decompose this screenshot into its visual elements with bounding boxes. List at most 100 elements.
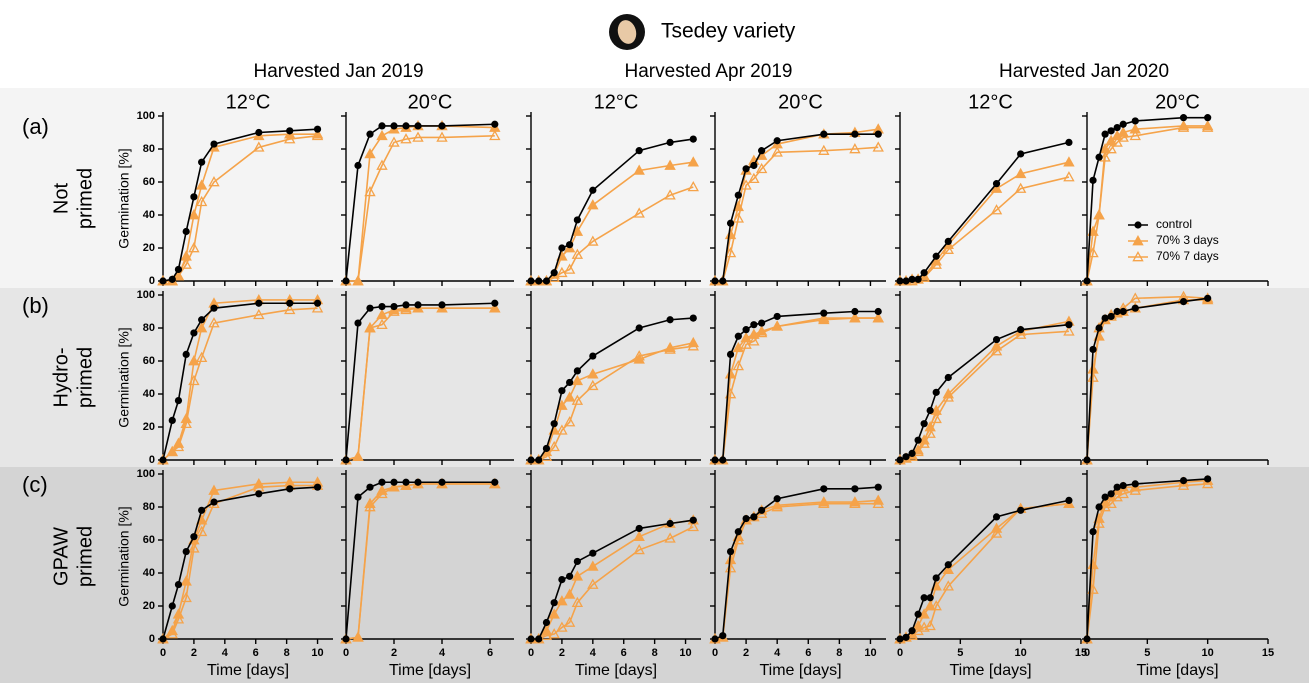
data-point (169, 276, 176, 283)
data-point (527, 277, 534, 284)
data-point (159, 635, 166, 642)
legend-label: 70% 7 days (1156, 249, 1219, 263)
y-tick-label: 60 (143, 176, 155, 188)
data-point (851, 485, 858, 492)
x-tick-label: 10 (1202, 647, 1214, 659)
legend-marker (1134, 221, 1141, 228)
data-point (1108, 490, 1115, 497)
data-point (402, 479, 409, 486)
y-tick-label: 40 (143, 567, 155, 579)
data-point (198, 316, 205, 323)
data-point (1065, 497, 1072, 504)
data-point (342, 635, 349, 642)
data-point (1017, 326, 1024, 333)
data-point (921, 269, 928, 276)
y-tick-label: 80 (143, 501, 155, 513)
data-point (750, 513, 757, 520)
y-axis-label: Germination [%] (116, 506, 132, 606)
row-name: primed (74, 168, 96, 229)
x-axis-label: Time [days] (759, 662, 841, 679)
x-tick-label: 0 (1084, 647, 1090, 659)
data-point (175, 266, 182, 273)
x-axis-label: Time [days] (575, 662, 657, 679)
x-tick-label: 10 (864, 647, 876, 659)
data-point (169, 602, 176, 609)
data-point (286, 485, 293, 492)
row-name: GPAW (50, 527, 72, 586)
data-point (1095, 154, 1102, 161)
data-point (1108, 313, 1115, 320)
data-point (758, 147, 765, 154)
data-point (1065, 321, 1072, 328)
data-point (908, 627, 915, 634)
data-point (735, 528, 742, 535)
x-tick-label: 5 (957, 647, 963, 659)
data-point (574, 216, 581, 223)
data-point (210, 305, 217, 312)
x-tick-label: 4 (590, 647, 597, 659)
x-tick-label: 6 (621, 647, 627, 659)
data-point (543, 445, 550, 452)
data-point (566, 379, 573, 386)
data-point (390, 122, 397, 129)
y-tick-label: 20 (143, 600, 155, 612)
data-point (190, 329, 197, 336)
data-point (666, 520, 673, 527)
data-point (527, 456, 534, 463)
x-tick-label: 4 (439, 647, 446, 659)
data-point (314, 484, 321, 491)
data-point (438, 479, 445, 486)
data-point (491, 300, 498, 307)
y-axis-label: Germination [%] (116, 148, 132, 248)
figure-title: Tsedey variety (661, 20, 796, 43)
data-point (742, 326, 749, 333)
y-tick-label: 0 (149, 275, 155, 287)
data-point (902, 634, 909, 641)
data-point (342, 456, 349, 463)
x-tick-label: 2 (743, 647, 749, 659)
x-tick-label: 6 (805, 647, 811, 659)
data-point (589, 550, 596, 557)
data-point (711, 635, 718, 642)
data-point (1180, 298, 1187, 305)
data-point (993, 336, 1000, 343)
data-point (927, 407, 934, 414)
y-tick-label: 100 (137, 110, 155, 122)
data-point (1132, 480, 1139, 487)
data-point (1132, 117, 1139, 124)
x-tick-label: 4 (222, 647, 229, 659)
data-point (758, 507, 765, 514)
data-point (921, 420, 928, 427)
data-point (915, 611, 922, 618)
y-tick-label: 0 (149, 633, 155, 645)
data-point (543, 619, 550, 626)
temperature-label: 12°C (594, 91, 639, 113)
data-point (314, 300, 321, 307)
data-point (774, 137, 781, 144)
data-point (535, 635, 542, 642)
data-point (1089, 177, 1096, 184)
y-tick-label: 60 (143, 534, 155, 546)
data-point (589, 187, 596, 194)
data-point (945, 238, 952, 245)
data-point (690, 517, 697, 524)
data-point (255, 129, 262, 136)
data-point (1095, 324, 1102, 331)
data-point (1083, 277, 1090, 284)
data-point (774, 313, 781, 320)
data-point (1180, 114, 1187, 121)
data-point (1204, 475, 1211, 482)
y-tick-label: 20 (143, 421, 155, 433)
data-point (774, 495, 781, 502)
data-point (666, 316, 673, 323)
temperature-label: 20°C (1155, 91, 1200, 113)
data-point (727, 220, 734, 227)
x-tick-label: 6 (487, 647, 493, 659)
data-point (366, 305, 373, 312)
data-point (750, 321, 757, 328)
data-point (183, 548, 190, 555)
data-point (820, 485, 827, 492)
y-tick-label: 60 (143, 355, 155, 367)
data-point (198, 159, 205, 166)
x-tick-label: 5 (1144, 647, 1150, 659)
